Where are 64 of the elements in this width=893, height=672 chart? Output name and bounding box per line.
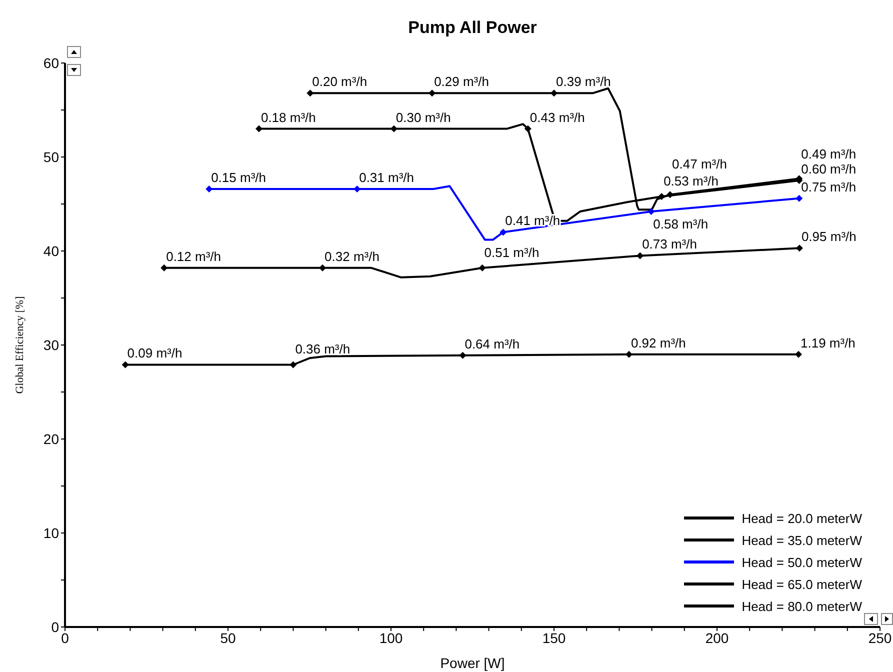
annotation: 0.29 m³/h — [434, 74, 489, 90]
y-tick-label: 40 — [43, 242, 60, 259]
legend-label: Head = 65.0 meterW — [742, 576, 862, 592]
y-tick-label: 60 — [43, 54, 60, 71]
point — [459, 352, 466, 359]
x-tick-label: 50 — [220, 630, 236, 646]
x-tick-label: 200 — [705, 630, 729, 646]
point — [648, 208, 655, 216]
point — [500, 228, 507, 236]
annotation: 0.31 m³/h — [359, 170, 414, 185]
point — [636, 252, 644, 260]
annotation: 0.15 m³/h — [211, 170, 266, 185]
x-axis-title: Power [W] — [439, 655, 506, 671]
point — [795, 350, 802, 358]
annotation: 0.58 m³/h — [653, 216, 708, 232]
x-tick-label: 150 — [542, 630, 566, 646]
point — [160, 264, 168, 272]
point — [319, 264, 326, 272]
y-tick-label: 10 — [43, 524, 60, 541]
annotation: 0.12 m³/h — [166, 248, 222, 264]
legend-label: Head = 80.0 meterW — [742, 598, 862, 614]
point — [428, 90, 436, 97]
annotation: 0.39 m³/h — [556, 74, 611, 90]
annotation: 0.36 m³/h — [295, 342, 350, 357]
point — [796, 244, 803, 252]
annotation: 0.73 m³/h — [642, 236, 697, 252]
annotation: 0.64 m³/h — [464, 336, 520, 352]
x-tick-label: 100 — [379, 630, 403, 646]
point — [290, 361, 297, 368]
annotation: 0.20 m³/h — [312, 74, 368, 90]
x-tick-label: 0 — [61, 630, 70, 646]
y-axis-title: Global Efficiency [%] — [14, 296, 26, 394]
point — [625, 350, 632, 358]
chart-title: Pump All Power — [407, 18, 538, 38]
point — [306, 90, 314, 97]
point — [796, 194, 803, 202]
annotation: 0.53 m³/h — [664, 173, 718, 188]
annotation: 0.95 m³/h — [801, 229, 856, 244]
point — [524, 125, 532, 132]
point — [478, 264, 486, 272]
annotation: 0.75 m³/h — [801, 179, 856, 194]
x-tick-label: 250 — [868, 630, 892, 646]
legend-label: Head = 35.0 meterW — [742, 532, 862, 548]
annotation: 0.47 m³/h — [672, 156, 727, 172]
y-tick-label: 50 — [43, 148, 60, 165]
annotation: 0.32 m³/h — [324, 248, 380, 264]
y-tick-label: 30 — [43, 336, 60, 353]
annotation: 0.30 m³/h — [396, 110, 451, 125]
legend-label: Head = 20.0 meterW — [742, 510, 862, 526]
annotation: 0.92 m³/h — [630, 335, 686, 350]
annotation: 0.51 m³/h — [484, 244, 540, 260]
annotation: 0.18 m³/h — [260, 110, 316, 125]
annotation: 0.60 m³/h — [801, 162, 856, 176]
point — [122, 361, 129, 368]
annotation: 0.49 m³/h — [801, 146, 856, 162]
annotation: 1.19 m³/h — [800, 335, 856, 350]
annotation: 0.43 m³/h — [530, 110, 585, 125]
point — [550, 90, 558, 97]
y-tick-label: 0 — [51, 618, 60, 635]
point — [255, 125, 262, 132]
y-tick-label: 20 — [43, 430, 60, 447]
annotation: 0.09 m³/h — [127, 346, 182, 361]
point — [390, 125, 398, 132]
legend-label: Head = 50.0 meterW — [742, 554, 862, 570]
